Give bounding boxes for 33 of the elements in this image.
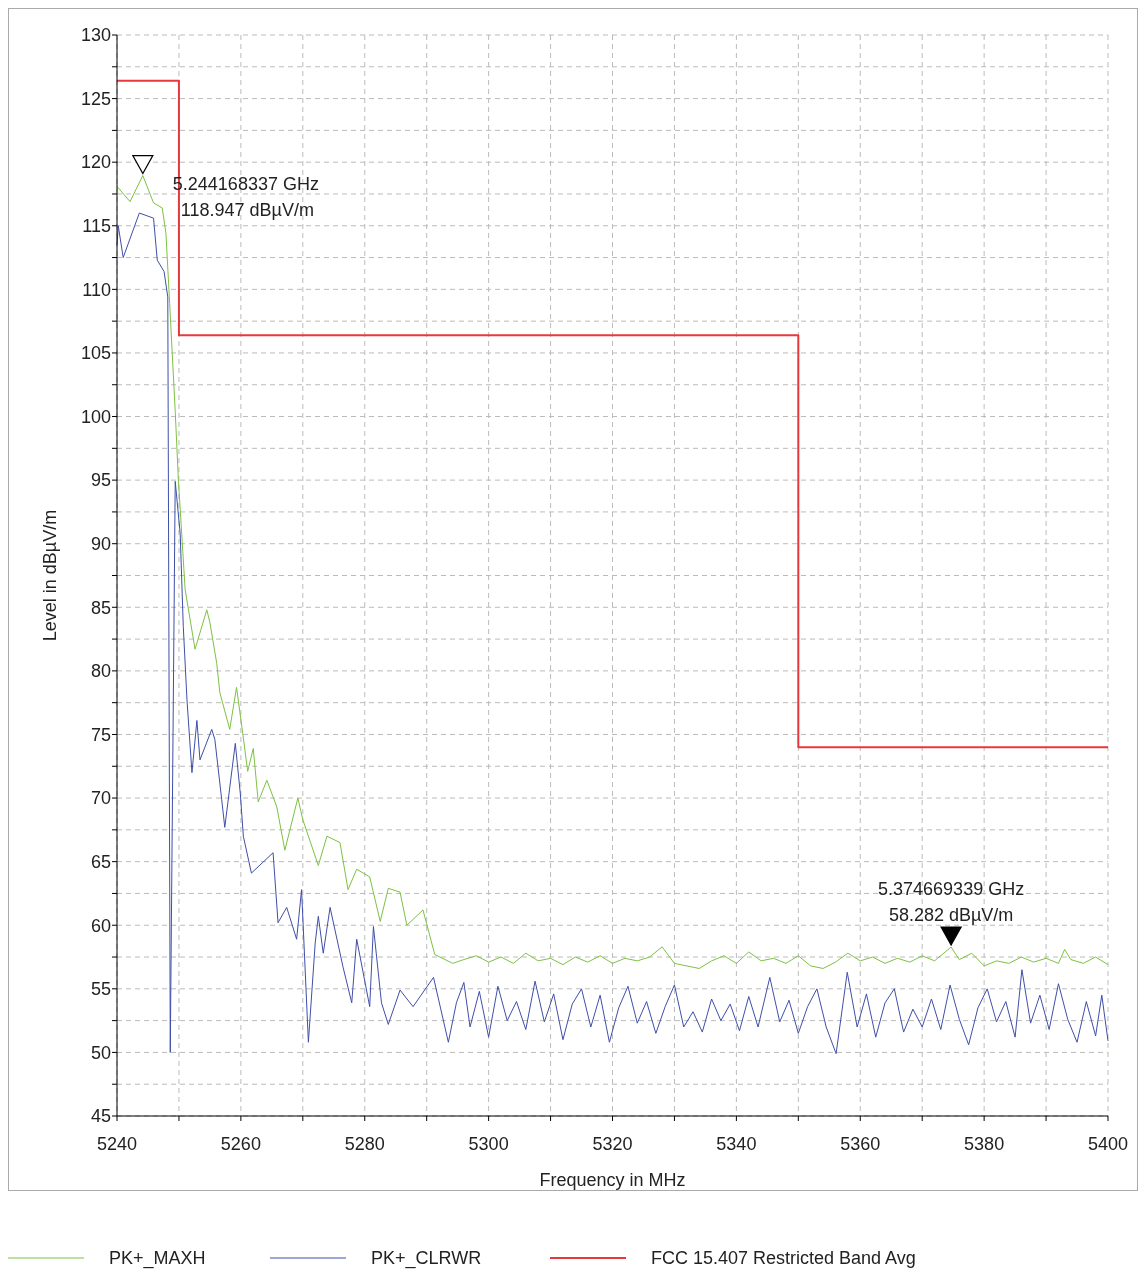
y-tick-label: 70: [90, 788, 111, 809]
y-axis-title: Level in dBµV/m: [40, 509, 60, 642]
y-tick-label: 90: [90, 534, 111, 555]
x-tick-label: 5240: [96, 1134, 138, 1154]
y-tick-label: 50: [90, 1042, 111, 1063]
y-tick-label: 125: [80, 88, 111, 109]
y-tick-label: 95: [90, 470, 111, 491]
y-tick-label: 130: [80, 25, 111, 46]
x-tick-label: 5280: [344, 1134, 385, 1154]
x-tick-label: 5340: [716, 1134, 757, 1154]
x-tick-label: 5320: [592, 1134, 633, 1154]
y-tick-label: 105: [80, 343, 111, 364]
y-tick-label: 80: [90, 661, 111, 682]
x-tick-label: 5360: [840, 1134, 881, 1154]
y-tick-label: 115: [82, 216, 111, 237]
y-tick-label: 60: [90, 915, 111, 936]
y-tick-label: 100: [80, 406, 111, 427]
x-tick-label: 5400: [1087, 1134, 1129, 1154]
legend-label: FCC 15.407 Restricted Band Avg: [651, 1248, 916, 1269]
annotation: 5.374669339 GHz 58.282 dBµV/m: [878, 879, 1025, 926]
y-tick-label: 75: [90, 724, 111, 745]
x-tick-label: 5260: [220, 1134, 261, 1154]
legend-label: PK+_MAXH: [109, 1248, 206, 1270]
x-tick-label: 5380: [964, 1134, 1005, 1154]
x-tick-label: 5300: [468, 1134, 509, 1154]
y-tick-label: 45: [90, 1106, 111, 1127]
legend-label: PK+_CLRWR: [371, 1248, 482, 1270]
y-tick-label: 85: [90, 597, 111, 618]
y-tick-label: 120: [80, 152, 111, 173]
y-tick-label: 65: [90, 851, 111, 872]
x-axis-title: Frequency in MHz: [539, 1170, 686, 1190]
y-tick-label: 55: [90, 979, 111, 1000]
y-tick-label: 110: [82, 279, 111, 300]
